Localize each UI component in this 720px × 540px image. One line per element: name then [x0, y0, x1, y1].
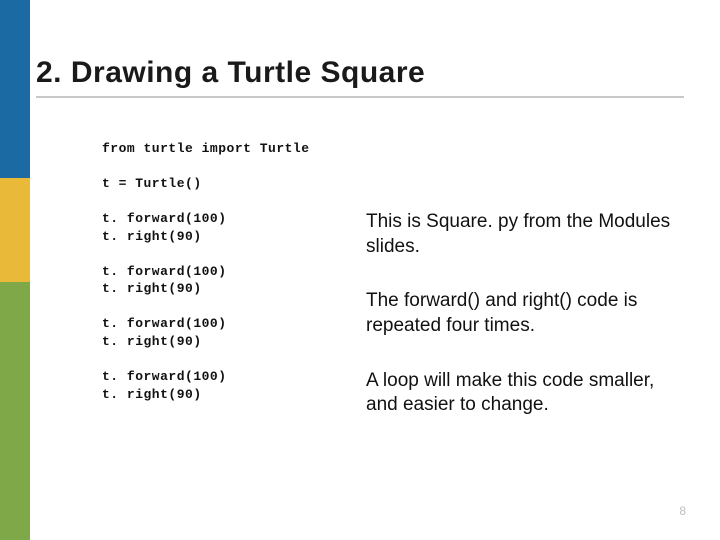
sidebar-segment-yellow [0, 178, 30, 282]
explanation-p2: The forward() and right() code is repeat… [366, 289, 684, 338]
sidebar-segment-blue [0, 0, 30, 178]
code-block: from turtle import Turtle t = Turtle() t… [102, 140, 310, 403]
title-underline [36, 96, 684, 98]
explanation-p1: This is Square. py from the Modules slid… [366, 210, 684, 259]
sidebar-segment-green [0, 282, 30, 540]
explanation-p3: A loop will make this code smaller, and … [366, 369, 684, 418]
explanation-gap2 [366, 339, 684, 369]
slide-title: 2. Drawing a Turtle Square [36, 56, 425, 90]
explanation-block: This is Square. py from the Modules slid… [366, 210, 684, 418]
sidebar-stripe [0, 0, 30, 540]
page-number: 8 [679, 504, 686, 518]
explanation-gap1 [366, 259, 684, 289]
